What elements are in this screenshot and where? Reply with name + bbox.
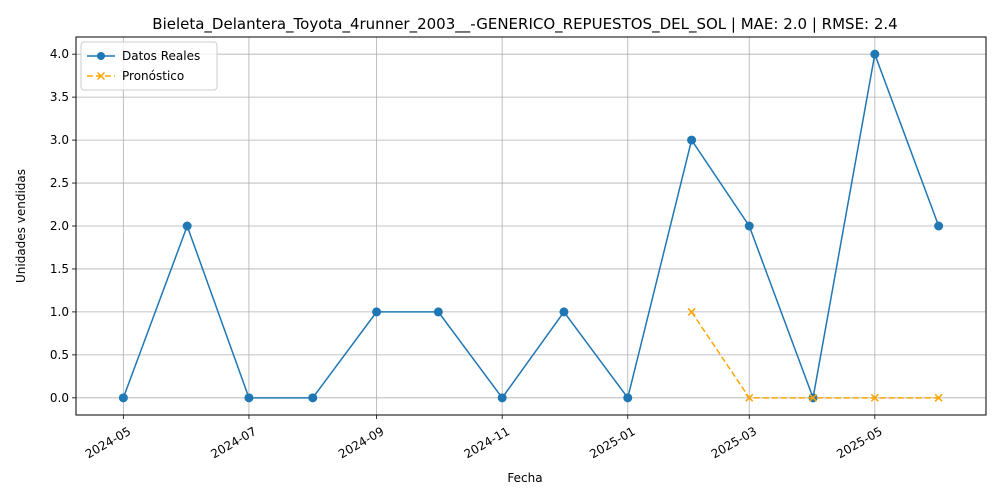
y-axis: 0.0 0.5 1.0 1.5 2.0 2.5 3.0 3.5 4.0 (50, 47, 76, 405)
data-point-pronostico (745, 393, 754, 402)
y-tick-label: 2.0 (50, 219, 69, 233)
data-point-datos-reales (118, 393, 128, 403)
data-point-pronostico (809, 393, 818, 402)
data-point-datos-reales (559, 307, 569, 317)
data-point-pronostico (934, 393, 943, 402)
legend-marker-pronostico (96, 71, 106, 81)
x-marker-stroke (809, 393, 818, 402)
y-tick-label: 2.5 (50, 176, 69, 190)
series-layer (118, 49, 944, 403)
data-point-datos-reales (870, 49, 880, 59)
x-axis-label: Fecha (507, 471, 542, 485)
chart-title: Bieleta_Delantera_Toyota_4runner_2003__-… (152, 15, 897, 34)
y-tick-label: 1.0 (50, 305, 69, 319)
data-point-datos-reales (244, 393, 254, 403)
data-point-datos-reales (372, 307, 382, 317)
legend-label-pronostico: Pronóstico (122, 69, 184, 83)
data-point-pronostico (687, 307, 696, 316)
data-point-pronostico (870, 393, 879, 402)
data-point-datos-reales (182, 221, 192, 231)
series-pronostico (687, 307, 943, 402)
data-point-datos-reales (308, 393, 318, 403)
legend-box (80, 41, 218, 91)
x-marker-stroke (934, 393, 943, 402)
y-tick-label: 0.5 (50, 348, 69, 362)
x-marker-stroke (870, 393, 879, 402)
legend: Datos Reales Pronóstico (80, 41, 218, 91)
x-marker-stroke (745, 393, 754, 402)
y-tick-label: 0.0 (50, 391, 69, 405)
data-point-datos-reales (497, 393, 507, 403)
y-tick-label: 1.5 (50, 262, 69, 276)
data-point-datos-reales (744, 221, 754, 231)
x-marker-stroke (687, 307, 696, 316)
y-axis-label: Unidades vendidas (14, 169, 28, 283)
y-tick-label: 3.5 (50, 90, 69, 104)
data-point-datos-reales (934, 221, 944, 231)
y-tick-label: 3.0 (50, 133, 69, 147)
data-point-datos-reales (623, 393, 633, 403)
legend-marker-datos-reales (97, 52, 105, 60)
data-point-datos-reales (687, 135, 697, 145)
data-point-datos-reales (433, 307, 443, 317)
series-line-datos-reales (122, 51, 940, 401)
legend-label-datos-reales: Datos Reales (122, 49, 200, 63)
y-tick-label: 4.0 (50, 47, 69, 61)
x-marker-stroke (96, 71, 106, 81)
